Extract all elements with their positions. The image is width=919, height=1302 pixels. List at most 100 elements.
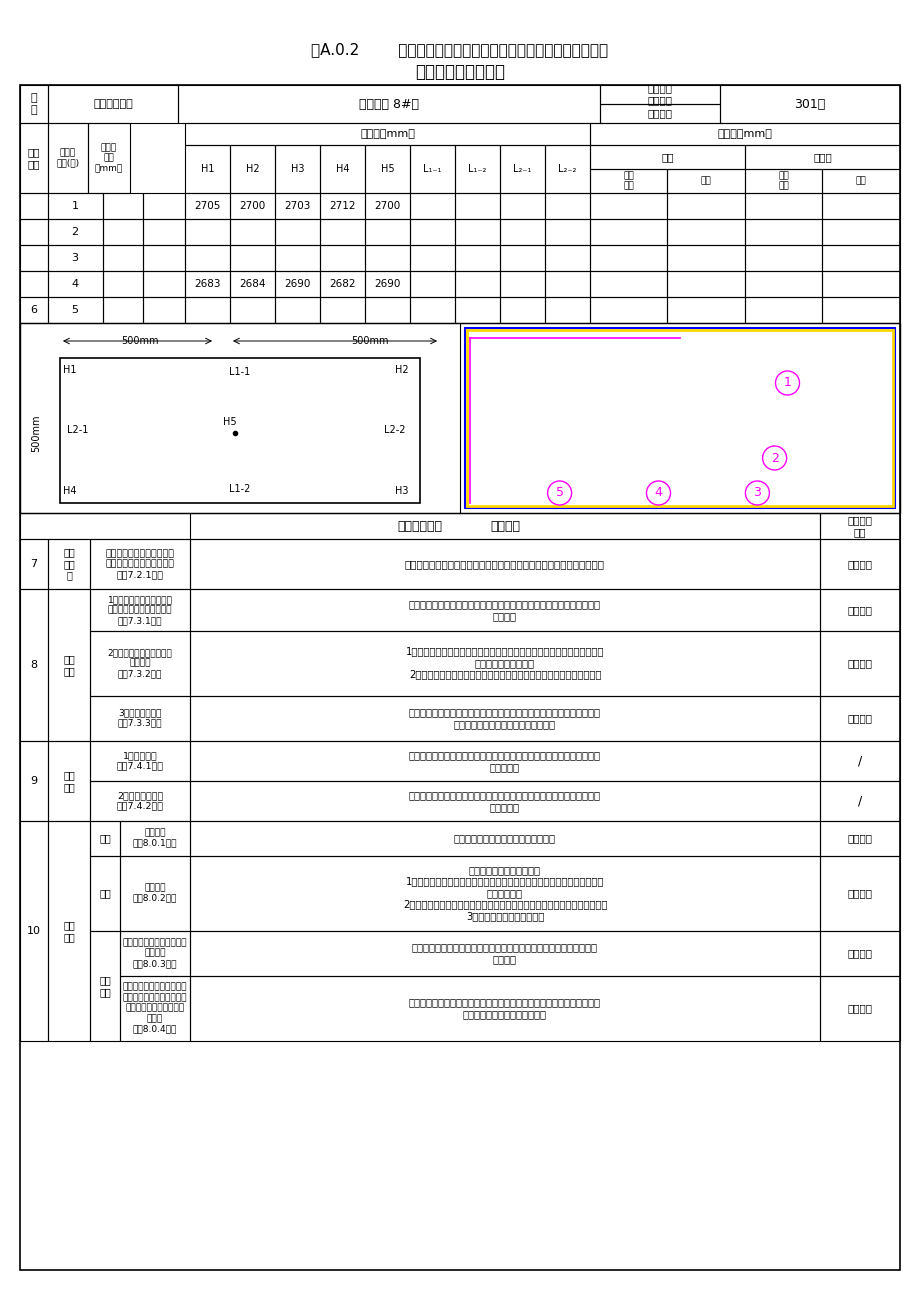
- Bar: [464, 328, 894, 508]
- Text: H1: H1: [200, 164, 214, 174]
- Bar: [48, 822, 90, 1042]
- Bar: [365, 145, 410, 193]
- Bar: [142, 297, 185, 323]
- Text: 2: 2: [72, 227, 78, 237]
- Bar: [20, 589, 48, 741]
- Text: H5: H5: [223, 417, 236, 427]
- Text: 1: 1: [783, 376, 790, 389]
- Text: 2703: 2703: [284, 201, 311, 211]
- Bar: [667, 169, 744, 193]
- Bar: [190, 931, 819, 976]
- Bar: [455, 271, 499, 297]
- Text: 3: 3: [72, 253, 78, 263]
- Bar: [90, 539, 190, 589]
- Text: 外墙防水
（第8.0.1条）: 外墙防水 （第8.0.1条）: [132, 828, 177, 848]
- Text: 净开间: 净开间: [812, 152, 831, 161]
- Text: 极差: 极差: [700, 177, 711, 185]
- Text: L₁₋₁: L₁₋₁: [423, 164, 441, 174]
- Bar: [410, 245, 455, 271]
- Text: 5: 5: [72, 305, 78, 315]
- Bar: [744, 219, 822, 245]
- Bar: [48, 85, 177, 122]
- Bar: [320, 219, 365, 245]
- Bar: [822, 271, 899, 297]
- Bar: [499, 193, 544, 219]
- Text: 外墙: 外墙: [99, 833, 111, 842]
- Bar: [142, 245, 185, 271]
- Bar: [103, 245, 142, 271]
- Bar: [499, 145, 544, 193]
- Text: 3: 3: [753, 487, 761, 500]
- Text: 符合要求: 符合要求: [846, 658, 871, 668]
- Bar: [410, 219, 455, 245]
- Bar: [819, 589, 899, 631]
- Bar: [190, 539, 819, 589]
- Bar: [455, 245, 499, 271]
- Bar: [190, 631, 819, 697]
- Text: H2: H2: [395, 365, 408, 375]
- Bar: [230, 245, 275, 271]
- Text: L2-2: L2-2: [384, 424, 405, 435]
- Bar: [822, 219, 899, 245]
- Bar: [455, 145, 499, 193]
- Bar: [190, 781, 819, 822]
- Bar: [410, 145, 455, 193]
- Bar: [230, 297, 275, 323]
- Text: L₂₋₁: L₂₋₁: [513, 164, 531, 174]
- Bar: [667, 271, 744, 297]
- Bar: [20, 193, 48, 219]
- Bar: [365, 297, 410, 323]
- Text: 2682: 2682: [329, 279, 356, 289]
- Text: H3: H3: [395, 486, 408, 496]
- Text: 1: 1: [72, 201, 78, 211]
- Bar: [819, 855, 899, 931]
- Bar: [48, 741, 90, 822]
- Bar: [103, 271, 142, 297]
- Bar: [744, 297, 822, 323]
- Text: 符合要求: 符合要求: [846, 559, 871, 569]
- Bar: [667, 219, 744, 245]
- Text: 最大
偏差: 最大 偏差: [777, 172, 789, 190]
- Bar: [190, 589, 819, 631]
- Text: 验收部位
（户号）: 验收部位 （户号）: [647, 83, 672, 104]
- Bar: [819, 539, 899, 589]
- Bar: [185, 245, 230, 271]
- Bar: [819, 822, 899, 855]
- Bar: [185, 219, 230, 245]
- Text: H3: H3: [290, 164, 304, 174]
- Text: 2690: 2690: [284, 279, 311, 289]
- Text: 厨浴间、厨房和有排水（或其它液体）要求的建筑地面面层与相连接各类
面层的标高差应符合设计要求。: 厨浴间、厨房和有排水（或其它液体）要求的建筑地面面层与相连接各类 面层的标高差应…: [409, 997, 600, 1018]
- Text: 护栏和扶手的造型、尺寸、
高度、栏杆间距和安装位置
（第7.2.1条）: 护栏和扶手的造型、尺寸、 高度、栏杆间距和安装位置 （第7.2.1条）: [106, 549, 175, 579]
- Bar: [320, 145, 365, 193]
- Text: 301室: 301室: [793, 98, 824, 111]
- Bar: [185, 271, 230, 297]
- Bar: [819, 513, 899, 539]
- Bar: [599, 85, 720, 104]
- Text: 2684: 2684: [239, 279, 266, 289]
- Bar: [90, 697, 190, 741]
- Text: 500mm: 500mm: [31, 414, 41, 452]
- Bar: [365, 219, 410, 245]
- Text: 防水
地面: 防水 地面: [99, 975, 111, 997]
- Text: 净高推
算值(㎜): 净高推 算值(㎜): [56, 148, 79, 168]
- Text: 8: 8: [30, 660, 38, 671]
- Bar: [320, 271, 365, 297]
- Bar: [544, 245, 589, 271]
- Bar: [275, 193, 320, 219]
- Text: 500mm: 500mm: [351, 336, 389, 346]
- Bar: [589, 145, 744, 169]
- Text: 厨浴间、厨房和有排水（或
其它液体）要求的建筑地面
面层与相连接各类面层的
标高差
（第8.0.4条）: 厨浴间、厨房和有排水（或 其它液体）要求的建筑地面 面层与相连接各类面层的 标高…: [122, 983, 187, 1034]
- Bar: [365, 193, 410, 219]
- Text: 5: 5: [555, 487, 563, 500]
- Bar: [20, 271, 48, 297]
- Text: 外窗: 外窗: [99, 888, 111, 898]
- Bar: [499, 219, 544, 245]
- Bar: [142, 271, 185, 297]
- Bar: [320, 193, 365, 219]
- Text: 3、玻璃观感质量
（第7.3.3条）: 3、玻璃观感质量 （第7.3.3条）: [118, 708, 162, 728]
- Bar: [589, 122, 899, 145]
- Bar: [744, 193, 822, 219]
- Bar: [822, 245, 899, 271]
- Bar: [90, 855, 119, 931]
- Text: 长宽推
算值
（mm）: 长宽推 算值 （mm）: [95, 143, 123, 173]
